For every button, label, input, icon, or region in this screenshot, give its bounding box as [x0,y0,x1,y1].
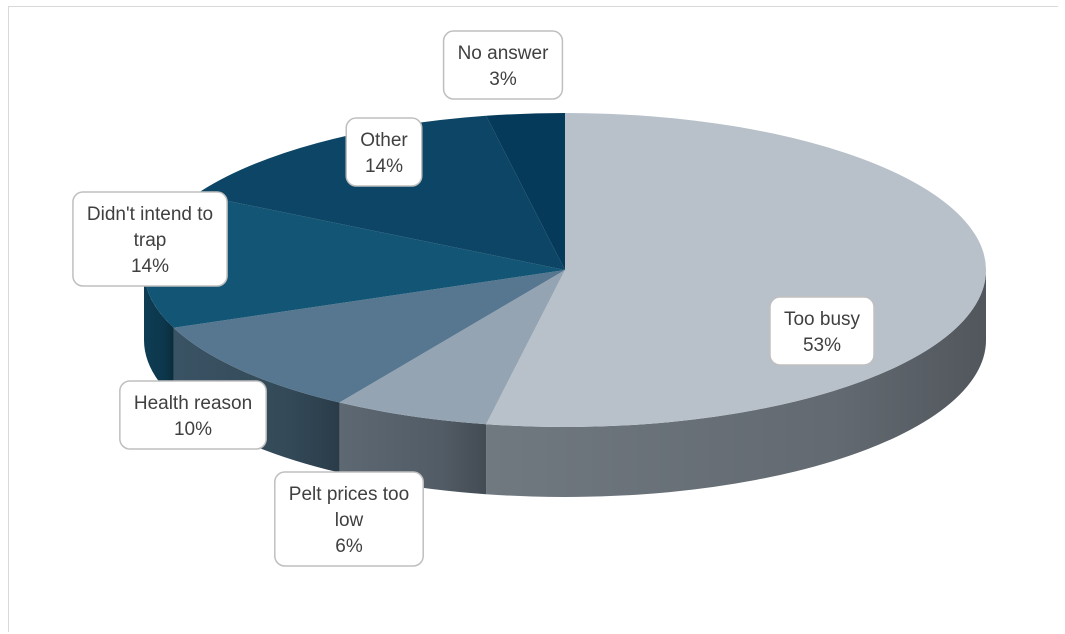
pie-slices [144,113,987,427]
data-label-box [274,471,424,567]
data-label-value: 10% [174,419,212,440]
data-label-category: Other [360,130,408,151]
data-labels: Too busy 53% Pelt prices too low 6% Health re… [72,30,875,567]
data-label-box [72,191,228,287]
data-label-didn-t-intend-to-trap: Didn't intend to trap 14% [72,191,228,287]
slice-didn-t-intend-to-trap[interactable] [144,194,565,328]
data-label-pelt-prices-too-low: Pelt prices too low 6% [274,471,424,567]
pie-sides [144,270,986,497]
slice-side-shade [144,270,174,398]
data-label-box [442,30,564,100]
chart-area: Too busy 53% Pelt prices too low 6% Health re… [8,6,1058,632]
data-label-category: Didn't intend to [87,204,213,225]
data-label-too-busy: Too busy 53% [769,296,875,366]
slice-no-answer[interactable] [486,113,565,270]
data-label-value: 3% [489,69,517,90]
slice-other[interactable] [196,115,565,270]
data-label-value: 14% [365,156,403,177]
data-label-category: trap [134,230,167,251]
slice-pelt-prices-too-low[interactable] [339,270,565,425]
data-label-value: 14% [131,256,169,277]
data-label-category: Pelt prices too [289,484,409,505]
data-label-category: Health reason [134,393,252,414]
data-label-other: Other 14% [345,117,423,187]
data-label-category: Too busy [784,309,861,330]
data-label-category: No answer [458,43,549,64]
data-label-value: 6% [335,536,363,557]
data-label-value: 53% [803,335,841,356]
pie-chart: Too busy 53% Pelt prices too low 6% Health re… [72,30,987,567]
data-label-category: low [335,510,364,531]
slice-side-shade [486,270,986,497]
data-label-no-answer: No answer 3% [442,30,564,100]
data-label-box [345,117,423,187]
data-label-box [769,296,875,366]
data-label-health-reason: Health reason 10% [119,380,267,450]
slice-health-reason[interactable] [173,270,566,403]
data-label-box [119,380,267,450]
